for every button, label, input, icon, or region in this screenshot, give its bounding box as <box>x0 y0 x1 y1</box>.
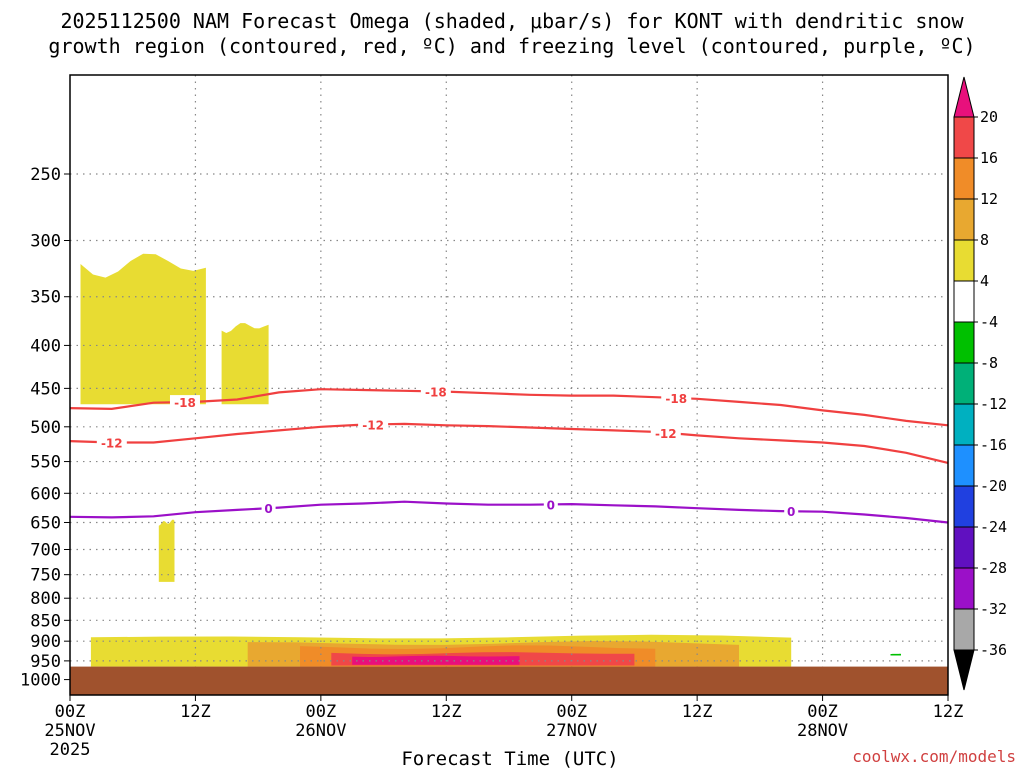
colorbar-tick-label-9: -20 <box>980 477 1007 495</box>
x-axis-label: Forecast Time (UTC) <box>401 748 618 768</box>
colorbar-tick-label-3: 8 <box>980 231 989 249</box>
omega-region-2 <box>158 519 175 582</box>
y-tick-label-600: 600 <box>30 484 61 504</box>
colorbar-tick-label-6: -8 <box>980 354 998 372</box>
x-tick-year-0: 2025 <box>50 740 91 760</box>
y-tick-label-750: 750 <box>30 566 61 586</box>
colorbar-tick-label-4: 4 <box>980 272 989 290</box>
y-tick-label-250: 250 <box>30 165 61 185</box>
colorbar-bin-3 <box>953 198 975 241</box>
contour-label-2-2: 0 <box>787 505 795 519</box>
contour-label-bg-0-1 <box>420 384 451 399</box>
contour-label-bg-1-2 <box>650 425 681 440</box>
colorbar-bin-14 <box>953 649 975 691</box>
contour-line-0 <box>69 388 949 427</box>
contour-line-2 <box>69 500 949 524</box>
contour-label-bg-1-1 <box>358 417 389 432</box>
credit-text: coolwx.com/models <box>852 747 1016 766</box>
colorbar-bin-11 <box>953 526 975 569</box>
colorbar-tick-label-8: -16 <box>980 436 1007 454</box>
y-tick-label-450: 450 <box>30 379 61 399</box>
contour-label-bg-0-2 <box>661 390 692 405</box>
terrain-fill <box>70 666 948 695</box>
contour-label-bg-0-0 <box>169 395 200 410</box>
y-tick-label-800: 800 <box>30 589 61 609</box>
x-tick-date-0: 25NOV <box>44 721 95 741</box>
colorbar-bin-6 <box>953 321 975 364</box>
omega-region-8 <box>890 653 901 656</box>
colorbar-tick-label-10: -24 <box>980 518 1007 536</box>
colorbar-bin-10 <box>953 485 975 528</box>
y-tick-label-350: 350 <box>30 288 61 308</box>
x-tick-label-1: 12Z <box>180 702 211 722</box>
colorbar-bin-2 <box>953 157 975 200</box>
y-tick-label-1000: 1000 <box>20 671 61 691</box>
x-tick-label-0: 00Z <box>55 702 86 722</box>
x-tick-label-3: 12Z <box>431 702 462 722</box>
y-tick-label-400: 400 <box>30 336 61 356</box>
contour-label-0-0: -18 <box>174 396 196 410</box>
contour-label-2-1: 0 <box>547 498 555 512</box>
colorbar-bin-1 <box>953 116 975 159</box>
colorbar-bin-5 <box>953 280 975 323</box>
chart-title-line-2: growth region (contoured, red, ºC) and f… <box>48 34 975 58</box>
contour-label-0-2: -18 <box>665 392 687 406</box>
colorbar-bin-7 <box>953 362 975 405</box>
colorbar-tick-label-1: 16 <box>980 149 998 167</box>
y-axis: 2503003504004505005506006507007508008509… <box>20 165 70 691</box>
y-tick-label-900: 900 <box>30 632 61 652</box>
contour-label-1-1: -12 <box>362 418 384 432</box>
y-tick-label-650: 650 <box>30 513 61 533</box>
omega-region-0 <box>80 253 206 405</box>
colorbar-tick-label-7: -12 <box>980 395 1007 413</box>
x-tick-label-2: 00Z <box>305 702 336 722</box>
plot-area: -18 -18 -18 -12 -12 -12 0 0 0 <box>69 74 949 696</box>
contour-label-1-0: -12 <box>101 437 123 451</box>
x-tick-label-4: 00Z <box>556 702 587 722</box>
contour-label-0-1: -18 <box>425 385 447 399</box>
colorbar-tick-label-5: -4 <box>980 313 998 331</box>
colorbar-legend: 20 16 12 8 4 -4 -8 -12 -16 -20 -24 -28 -32 -36 <box>953 76 1007 691</box>
colorbar-tick-label-13: -36 <box>980 641 1007 659</box>
colorbar-tick-label-12: -32 <box>980 600 1007 618</box>
y-tick-label-300: 300 <box>30 231 61 251</box>
omega-region-7 <box>352 655 520 665</box>
terrain-layer <box>70 666 948 695</box>
contour-label-1-2: -12 <box>655 427 677 441</box>
colorbar-tick-label-0: 20 <box>980 108 998 126</box>
x-tick-label-7: 12Z <box>933 702 964 722</box>
colorbar-bin-12 <box>953 567 975 610</box>
contour-label-bg-2-1 <box>543 497 558 512</box>
plot-background <box>70 75 948 695</box>
y-tick-label-700: 700 <box>30 541 61 561</box>
contour-line-1 <box>69 422 949 464</box>
colorbar-tick-label-11: -28 <box>980 559 1007 577</box>
x-tick-date-4: 27NOV <box>546 721 597 741</box>
y-tick-label-500: 500 <box>30 418 61 438</box>
colorbar-bin-9 <box>953 444 975 487</box>
y-tick-label-850: 850 <box>30 611 61 631</box>
colorbar-bin-8 <box>953 403 975 446</box>
colorbar-bin-0 <box>953 76 975 118</box>
plot-frame <box>69 74 949 696</box>
contour-label-bg-2-0 <box>261 501 276 516</box>
colorbar-tick-label-2: 12 <box>980 190 998 208</box>
x-tick-date-6: 28NOV <box>797 721 848 741</box>
contour-label-bg-1-0 <box>96 435 127 450</box>
y-tick-label-950: 950 <box>30 652 61 672</box>
x-tick-label-5: 12Z <box>682 702 713 722</box>
y-tick-label-550: 550 <box>30 453 61 473</box>
chart-title-line-1: 2025112500 NAM Forecast Omega (shaded, μ… <box>60 9 964 33</box>
contour-label-2-0: 0 <box>264 502 272 516</box>
colorbar-bin-13 <box>953 608 975 651</box>
contour-label-bg-2-2 <box>784 504 799 519</box>
x-tick-date-2: 26NOV <box>295 721 346 741</box>
colorbar-bin-4 <box>953 239 975 282</box>
x-tick-label-6: 00Z <box>807 702 838 722</box>
contour-layer: -18 -18 -18 -12 -12 -12 0 0 0 <box>69 384 949 524</box>
omega-region-1 <box>221 323 269 405</box>
